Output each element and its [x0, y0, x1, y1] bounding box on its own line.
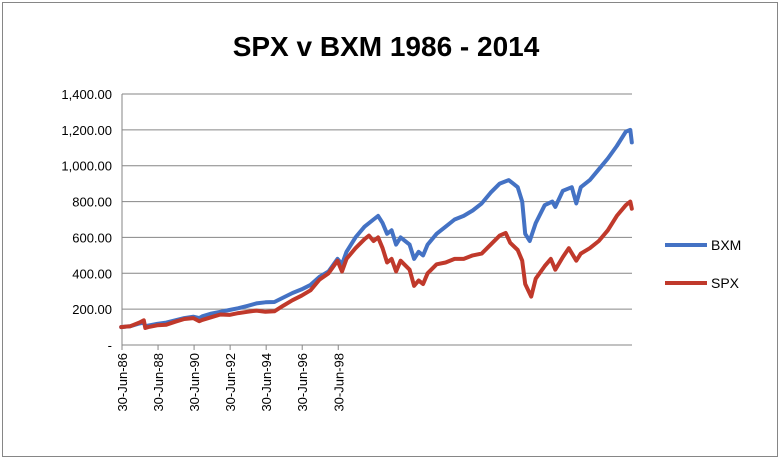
legend-label-spx: SPX — [711, 275, 740, 291]
x-tick-label: 30-Jun-96 — [295, 353, 310, 412]
x-tick-label: 30-Jun-98 — [331, 353, 346, 412]
x-tick-label: 30-Jun-88 — [151, 353, 166, 412]
y-tick-label: 600.00 — [72, 230, 112, 245]
y-tick-label: 1,400.00 — [61, 87, 112, 102]
x-axis: 30-Jun-86 30-Jun-88 30-Jun-90 30-Jun-92 30-J… — [115, 345, 346, 412]
chart-title: SPX v BXM 1986 - 2014 — [233, 31, 540, 62]
y-tick-label: 200.00 — [72, 302, 112, 317]
x-tick-label: 30-Jun-92 — [223, 353, 238, 412]
legend: BXM SPX — [665, 237, 741, 291]
y-axis: - 200.00 400.00 600.00 800.00 1,000.00 1,200.0… — [61, 87, 112, 353]
x-tick-label: 30-Jun-86 — [115, 353, 130, 412]
series-line-spx — [119, 199, 634, 330]
y-tick-label: 400.00 — [72, 266, 112, 281]
y-tick-label: 1,200.00 — [61, 123, 112, 138]
x-tick-label: 30-Jun-94 — [259, 353, 274, 412]
y-tick-label: - — [108, 338, 112, 353]
x-tick-label: 30-Jun-90 — [187, 353, 202, 412]
legend-label-bxm: BXM — [711, 237, 741, 253]
y-tick-label: 800.00 — [72, 195, 112, 210]
grid — [121, 93, 632, 346]
series-line-bxm — [119, 127, 634, 330]
y-tick-label: 1,000.00 — [61, 159, 112, 174]
series-group — [119, 127, 634, 330]
